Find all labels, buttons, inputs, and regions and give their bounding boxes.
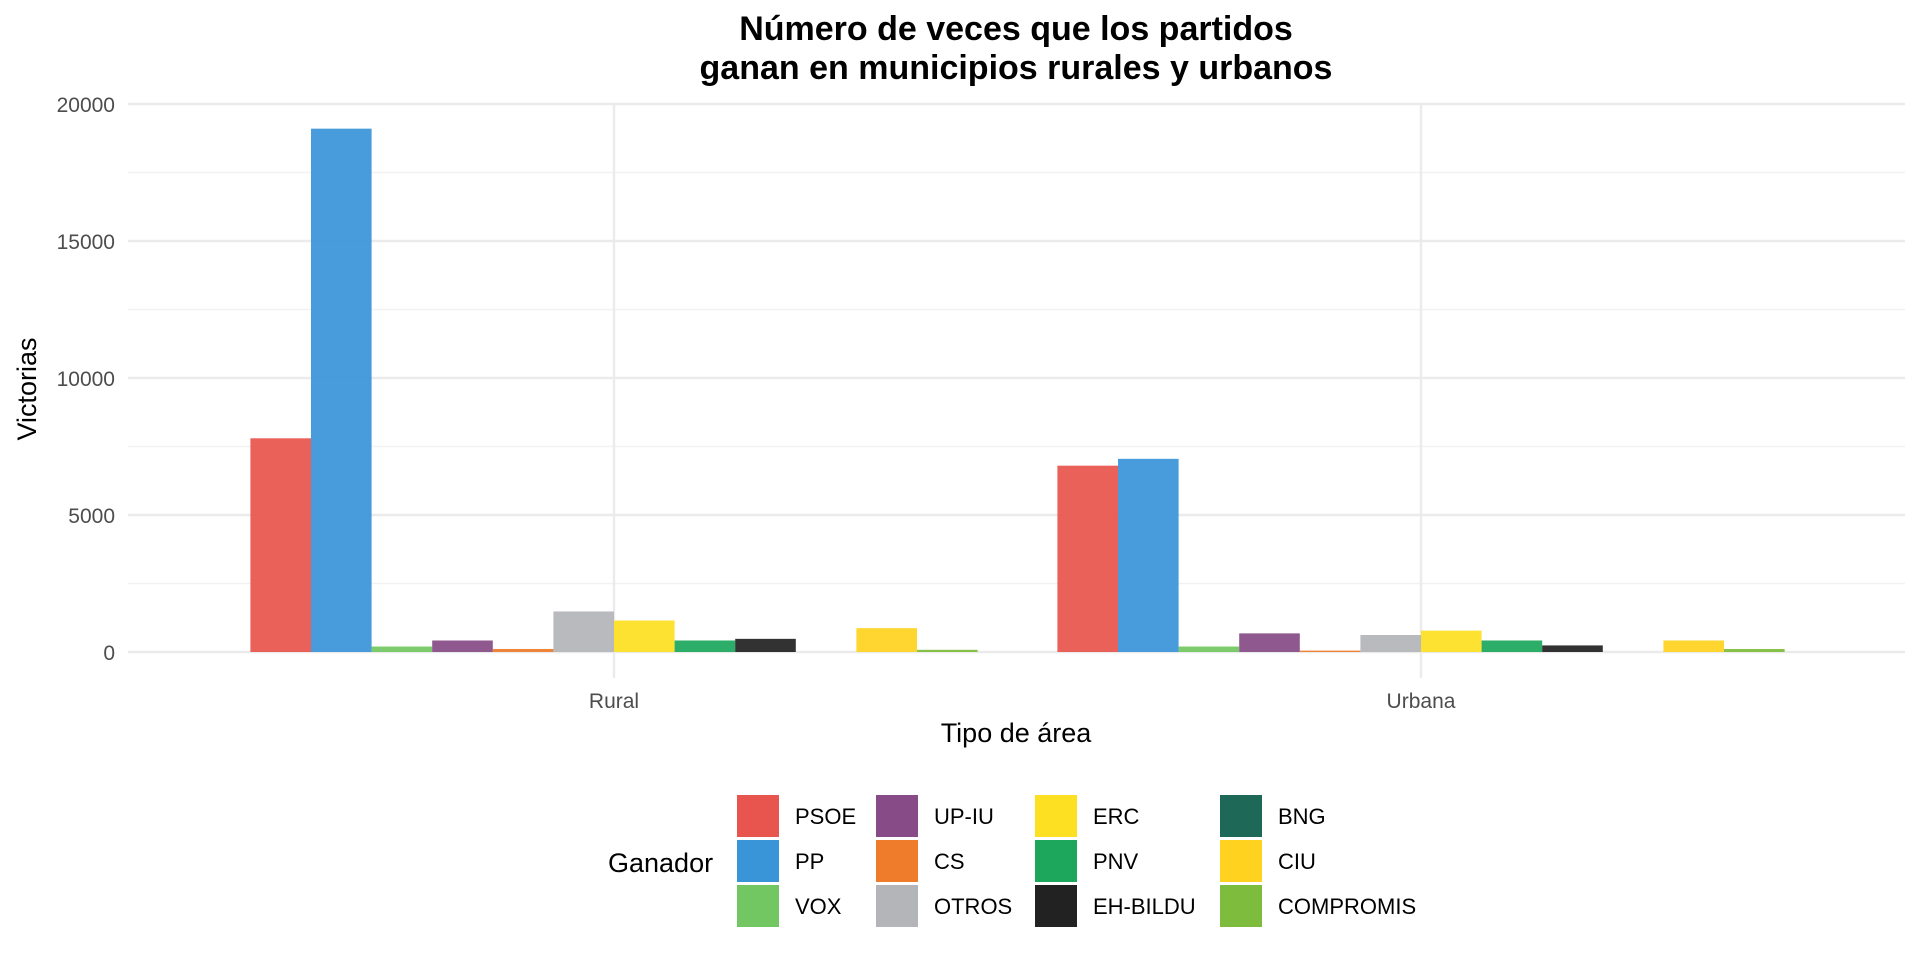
- legend-key-eh-bildu: [1035, 885, 1077, 927]
- y-tick-label: 10000: [57, 368, 115, 391]
- x-tick-label-urbana: Urbana: [1387, 690, 1456, 713]
- bar-pp-urbana: [1118, 458, 1179, 652]
- legend-label-otros: OTROS: [934, 894, 1012, 919]
- legend-label-cs: CS: [934, 849, 965, 874]
- y-tick-label: 20000: [57, 94, 115, 117]
- legend-key-otros: [876, 885, 918, 927]
- legend-key-up-iu: [876, 795, 918, 837]
- bar-otros-urbana: [1360, 635, 1421, 652]
- bar-compromis-urbana: [1724, 648, 1785, 652]
- legend-key-erc: [1035, 795, 1077, 837]
- legend-key-pp: [737, 840, 779, 882]
- x-tick-label-rural: Rural: [589, 690, 639, 713]
- legend-label-pnv: PNV: [1093, 849, 1139, 874]
- bar-eh-bildu-rural: [735, 638, 796, 652]
- legend-label-erc: ERC: [1093, 804, 1140, 829]
- bar-otros-rural: [553, 611, 614, 652]
- bar-erc-rural: [614, 620, 675, 652]
- bar-compromis-rural: [917, 649, 978, 652]
- bar-vox-rural: [371, 646, 433, 652]
- legend-key-pnv: [1035, 840, 1077, 882]
- bar-pp-rural: [311, 128, 372, 652]
- grid-layer: [128, 102, 1905, 678]
- legend-key-bng: [1220, 795, 1262, 837]
- legend-label-eh-bildu: EH-BILDU: [1093, 894, 1196, 919]
- bars-layer: [250, 128, 1785, 652]
- legend-label-up-iu: UP-IU: [934, 804, 994, 829]
- legend-key-ciu: [1220, 840, 1262, 882]
- legend-key-compromis: [1220, 885, 1262, 927]
- chart-title-line-2: ganan en municipios rurales y urbanos: [700, 49, 1333, 87]
- x-axis-title: Tipo de área: [941, 718, 1093, 748]
- y-axis-ticks: 0 5000 10000 15000 20000: [57, 94, 115, 665]
- bar-vox-urbana: [1178, 646, 1240, 652]
- bar-up-iu-urbana: [1239, 633, 1300, 652]
- bar-ciu-urbana: [1663, 640, 1724, 652]
- bar-cs-rural: [492, 648, 554, 652]
- bar-cs-urbana: [1299, 650, 1361, 652]
- legend-key-cs: [876, 840, 918, 882]
- legend-label-compromis: COMPROMIS: [1278, 894, 1416, 919]
- x-axis-ticks: Rural Urbana: [589, 690, 1456, 713]
- legend-label-bng: BNG: [1278, 804, 1326, 829]
- chart-title-line-1: Número de veces que los partidos: [739, 10, 1293, 48]
- bar-pnv-rural: [674, 640, 736, 652]
- bar-up-iu-rural: [432, 640, 493, 652]
- bar-eh-bildu-urbana: [1542, 645, 1603, 652]
- bar-erc-urbana: [1421, 630, 1482, 652]
- legend-label-vox: VOX: [795, 894, 842, 919]
- y-tick-label: 5000: [68, 505, 115, 528]
- legend-label-ciu: CIU: [1278, 849, 1316, 874]
- bar-ciu-rural: [856, 628, 917, 652]
- legend-key-vox: [737, 885, 779, 927]
- bar-psoe-urbana: [1057, 465, 1118, 652]
- legend-title: Ganador: [608, 848, 713, 878]
- y-tick-label: 0: [103, 642, 115, 665]
- legend-label-pp: PP: [795, 849, 824, 874]
- y-tick-label: 15000: [57, 231, 115, 254]
- bar-psoe-rural: [250, 438, 311, 652]
- y-axis-title: Victorias: [12, 337, 42, 440]
- legend-label-psoe: PSOE: [795, 804, 856, 829]
- legend-key-psoe: [737, 795, 779, 837]
- legend: PSOE PP VOX UP-IU CS OTROS ERC PNV EH-BILDU BNG CI…: [737, 795, 1416, 927]
- bar-pnv-urbana: [1481, 640, 1543, 652]
